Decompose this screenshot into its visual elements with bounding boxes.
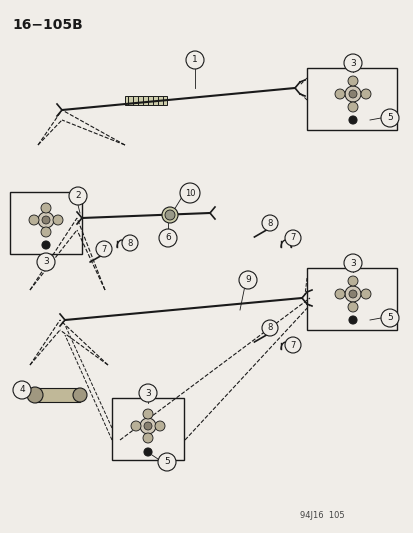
Circle shape bbox=[131, 421, 141, 431]
Circle shape bbox=[347, 102, 357, 112]
Bar bbox=[35, 388, 80, 402]
Circle shape bbox=[334, 289, 344, 299]
Text: 1: 1 bbox=[192, 55, 197, 64]
Text: 5: 5 bbox=[386, 313, 392, 322]
Circle shape bbox=[142, 433, 153, 443]
Circle shape bbox=[27, 387, 43, 403]
Text: 7: 7 bbox=[290, 233, 295, 243]
Text: 9: 9 bbox=[244, 276, 250, 285]
Circle shape bbox=[343, 254, 361, 272]
Circle shape bbox=[344, 86, 360, 102]
Bar bbox=[112, 398, 183, 460]
Text: 94J16  105: 94J16 105 bbox=[299, 511, 344, 520]
Circle shape bbox=[53, 215, 63, 225]
Circle shape bbox=[42, 216, 50, 224]
Circle shape bbox=[284, 230, 300, 246]
Circle shape bbox=[144, 422, 152, 430]
Text: 5: 5 bbox=[386, 114, 392, 123]
Circle shape bbox=[122, 235, 138, 251]
Circle shape bbox=[37, 253, 55, 271]
Circle shape bbox=[348, 116, 356, 124]
Circle shape bbox=[347, 276, 357, 286]
Circle shape bbox=[238, 271, 256, 289]
Text: 8: 8 bbox=[267, 219, 272, 228]
Circle shape bbox=[261, 215, 277, 231]
Circle shape bbox=[38, 212, 54, 228]
Text: 8: 8 bbox=[267, 324, 272, 333]
Text: 7: 7 bbox=[290, 341, 295, 350]
Circle shape bbox=[161, 207, 178, 223]
Bar bbox=[306, 68, 396, 130]
Circle shape bbox=[73, 388, 87, 402]
Circle shape bbox=[159, 229, 177, 247]
Circle shape bbox=[284, 337, 300, 353]
Circle shape bbox=[139, 384, 157, 402]
Text: 4: 4 bbox=[19, 385, 25, 394]
Circle shape bbox=[348, 290, 356, 298]
Bar bbox=[125, 96, 166, 105]
Circle shape bbox=[380, 309, 398, 327]
Circle shape bbox=[29, 215, 39, 225]
Circle shape bbox=[41, 203, 51, 213]
Bar bbox=[10, 192, 82, 254]
Circle shape bbox=[41, 227, 51, 237]
Circle shape bbox=[180, 183, 199, 203]
Circle shape bbox=[13, 381, 31, 399]
Circle shape bbox=[347, 76, 357, 86]
Bar bbox=[306, 268, 396, 330]
Circle shape bbox=[158, 453, 176, 471]
Circle shape bbox=[140, 418, 156, 434]
Circle shape bbox=[42, 241, 50, 249]
Text: 3: 3 bbox=[349, 259, 355, 268]
Text: 5: 5 bbox=[164, 457, 169, 466]
Circle shape bbox=[348, 316, 356, 324]
Circle shape bbox=[344, 286, 360, 302]
Circle shape bbox=[144, 448, 152, 456]
Circle shape bbox=[360, 89, 370, 99]
Circle shape bbox=[343, 54, 361, 72]
Circle shape bbox=[380, 109, 398, 127]
Circle shape bbox=[185, 51, 204, 69]
Text: 6: 6 bbox=[165, 233, 171, 243]
Text: 8: 8 bbox=[127, 238, 133, 247]
Text: 3: 3 bbox=[145, 389, 150, 398]
Text: 7: 7 bbox=[101, 245, 107, 254]
Circle shape bbox=[347, 302, 357, 312]
Circle shape bbox=[334, 89, 344, 99]
Circle shape bbox=[142, 409, 153, 419]
Circle shape bbox=[69, 187, 87, 205]
Circle shape bbox=[348, 90, 356, 98]
Text: 16−105B: 16−105B bbox=[12, 18, 83, 32]
Text: 10: 10 bbox=[184, 189, 195, 198]
Circle shape bbox=[96, 241, 112, 257]
Circle shape bbox=[165, 210, 175, 220]
Text: 2: 2 bbox=[75, 191, 81, 200]
Circle shape bbox=[261, 320, 277, 336]
Text: 3: 3 bbox=[349, 59, 355, 68]
Circle shape bbox=[360, 289, 370, 299]
Circle shape bbox=[154, 421, 165, 431]
Text: 3: 3 bbox=[43, 257, 49, 266]
